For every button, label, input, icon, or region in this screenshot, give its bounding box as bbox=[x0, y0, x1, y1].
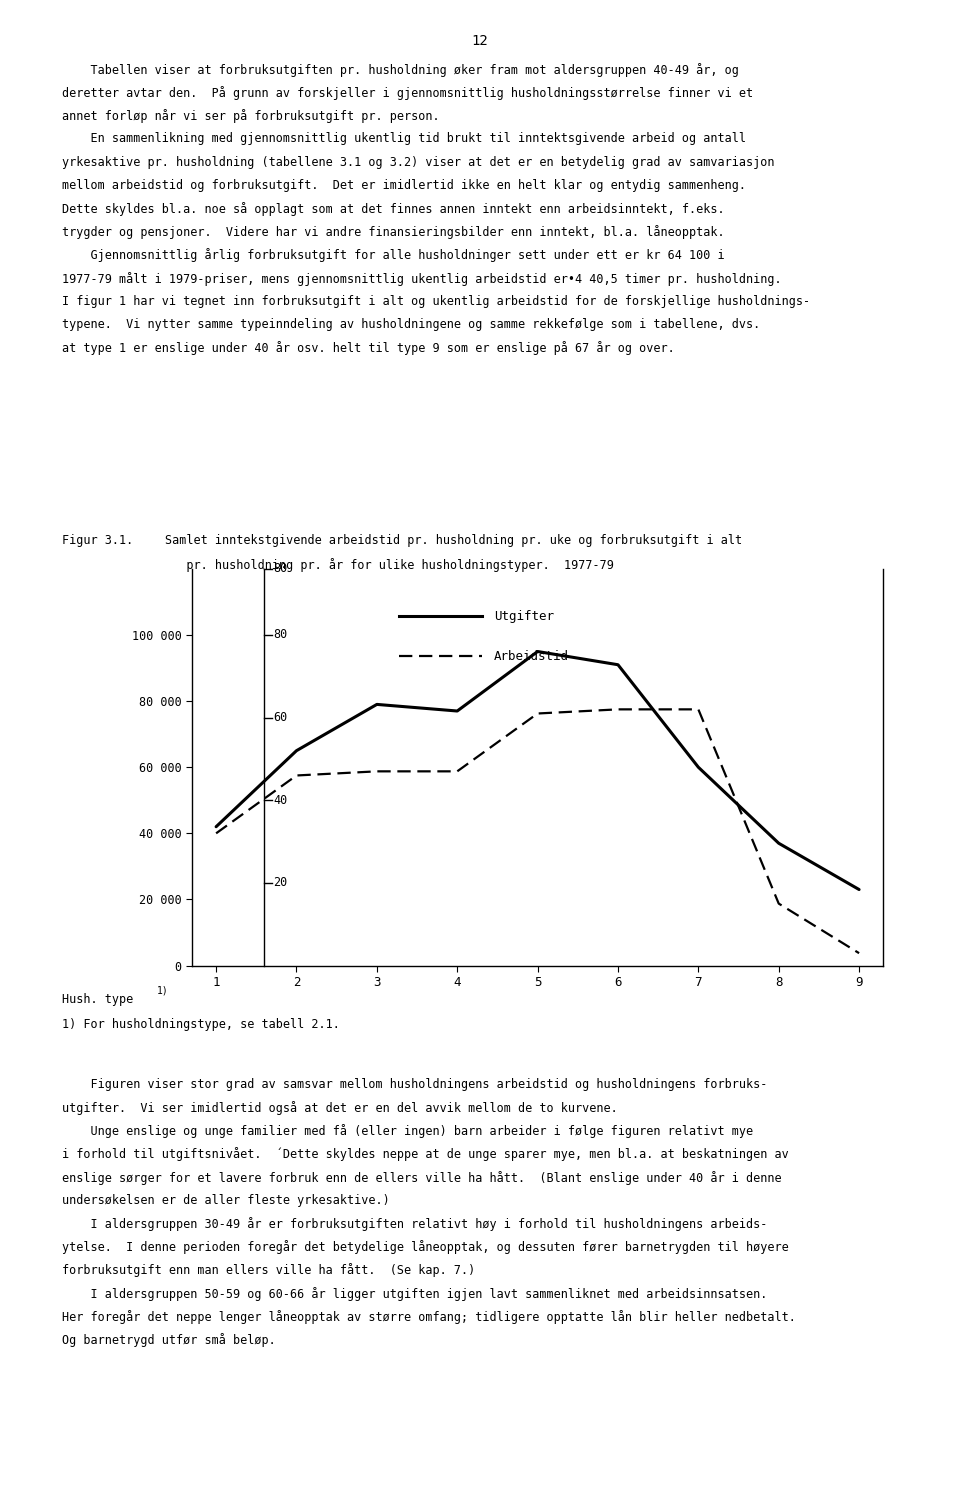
Text: pr. husholdning pr. år for ulike husholdningstyper.  1977-79: pr. husholdning pr. år for ulike hushold… bbox=[165, 557, 614, 572]
Text: at type 1 er enslige under 40 år osv. helt til type 9 som er enslige på 67 år og: at type 1 er enslige under 40 år osv. he… bbox=[62, 341, 675, 355]
Text: deretter avtar den.  På grunn av forskjeller i gjennomsnittlig husholdningsstørr: deretter avtar den. På grunn av forskjel… bbox=[62, 85, 754, 100]
Text: Hush. type: Hush. type bbox=[62, 993, 133, 1006]
Text: Gjennomsnittlig årlig forbruksutgift for alle husholdninger sett under ett er kr: Gjennomsnittlig årlig forbruksutgift for… bbox=[62, 249, 725, 262]
Text: typene.  Vi nytter samme typeinndeling av husholdningene og samme rekkefølge som: typene. Vi nytter samme typeinndeling av… bbox=[62, 317, 760, 331]
Text: mellom arbeidstid og forbruksutgift.  Det er imidlertid ikke en helt klar og ent: mellom arbeidstid og forbruksutgift. Det… bbox=[62, 180, 747, 192]
Text: 1): 1) bbox=[156, 985, 168, 996]
Text: ytelse.  I denne perioden foregår det betydelige låneopptak, og dessuten fører b: ytelse. I denne perioden foregår det bet… bbox=[62, 1240, 789, 1254]
Text: Utgifter: Utgifter bbox=[493, 609, 554, 623]
Text: Figur 3.1.: Figur 3.1. bbox=[62, 534, 133, 548]
Text: 1977-79 målt i 1979-priser, mens gjennomsnittlig ukentlig arbeidstid er•4 40,5 t: 1977-79 målt i 1979-priser, mens gjennom… bbox=[62, 272, 782, 286]
Text: undersøkelsen er de aller fleste yrkesaktive.): undersøkelsen er de aller fleste yrkesak… bbox=[62, 1195, 390, 1207]
Text: En sammenlikning med gjennomsnittlig ukentlig tid brukt til inntektsgivende arbe: En sammenlikning med gjennomsnittlig uke… bbox=[62, 132, 747, 145]
Text: Dette skyldes bl.a. noe så opplagt som at det finnes annen inntekt enn arbeidsin: Dette skyldes bl.a. noe så opplagt som a… bbox=[62, 202, 725, 216]
Text: I aldersgruppen 50-59 og 60-66 år ligger utgiften igjen lavt sammenliknet med ar: I aldersgruppen 50-59 og 60-66 år ligger… bbox=[62, 1287, 768, 1301]
Text: 80: 80 bbox=[274, 629, 288, 642]
Text: Unge enslige og unge familier med få (eller ingen) barn arbeider i følge figuren: Unge enslige og unge familier med få (el… bbox=[62, 1124, 754, 1138]
Text: Figuren viser stor grad av samsvar mellom husholdningens arbeidstid og husholdni: Figuren viser stor grad av samsvar mello… bbox=[62, 1078, 768, 1091]
Text: Samlet inntekstgivende arbeidstid pr. husholdning pr. uke og forbruksutgift i al: Samlet inntekstgivende arbeidstid pr. hu… bbox=[165, 534, 742, 548]
Text: 40: 40 bbox=[274, 793, 288, 807]
Text: 1) For husholdningstype, se tabell 2.1.: 1) For husholdningstype, se tabell 2.1. bbox=[62, 1018, 340, 1031]
Text: 80: 80 bbox=[274, 563, 288, 575]
Text: I figur 1 har vi tegnet inn forbruksutgift i alt og ukentlig arbeidstid for de f: I figur 1 har vi tegnet inn forbruksutgi… bbox=[62, 295, 810, 308]
Text: i forhold til utgiftsnivået.  ´Dette skyldes neppe at de unge sparer mye, men bl: i forhold til utgiftsnivået. ´Dette skyl… bbox=[62, 1147, 789, 1162]
Text: yrkesaktive pr. husholdning (tabellene 3.1 og 3.2) viser at det er en betydelig : yrkesaktive pr. husholdning (tabellene 3… bbox=[62, 156, 775, 169]
Text: trygder og pensjoner.  Videre har vi andre finansieringsbilder enn inntekt, bl.a: trygder og pensjoner. Videre har vi andr… bbox=[62, 225, 725, 240]
Text: Her foregår det neppe lenger låneopptak av større omfang; tidligere opptatte lån: Her foregår det neppe lenger låneopptak … bbox=[62, 1310, 796, 1323]
Text: annet forløp når vi ser på forbruksutgift pr. person.: annet forløp når vi ser på forbruksutgif… bbox=[62, 109, 440, 123]
Text: 20: 20 bbox=[274, 876, 288, 889]
Text: forbruksutgift enn man ellers ville ha fått.  (Se kap. 7.): forbruksutgift enn man ellers ville ha f… bbox=[62, 1263, 475, 1277]
Text: 60: 60 bbox=[274, 711, 288, 725]
Text: Arbeidstid: Arbeidstid bbox=[493, 650, 569, 663]
Text: Og barnetrygd utfør små beløp.: Og barnetrygd utfør små beløp. bbox=[62, 1332, 276, 1347]
Text: enslige sørger for et lavere forbruk enn de ellers ville ha hått.  (Blant enslig: enslige sørger for et lavere forbruk enn… bbox=[62, 1171, 782, 1184]
Text: 12: 12 bbox=[471, 34, 489, 48]
Text: Tabellen viser at forbruksutgiften pr. husholdning øker fram mot aldersgruppen 4: Tabellen viser at forbruksutgiften pr. h… bbox=[62, 63, 739, 76]
Text: utgifter.  Vi ser imidlertid også at det er en del avvik mellom de to kurvene.: utgifter. Vi ser imidlertid også at det … bbox=[62, 1102, 618, 1115]
Text: I aldersgruppen 30-49 år er forbruksutgiften relativt høy i forhold til husholdn: I aldersgruppen 30-49 år er forbruksutgi… bbox=[62, 1217, 768, 1231]
